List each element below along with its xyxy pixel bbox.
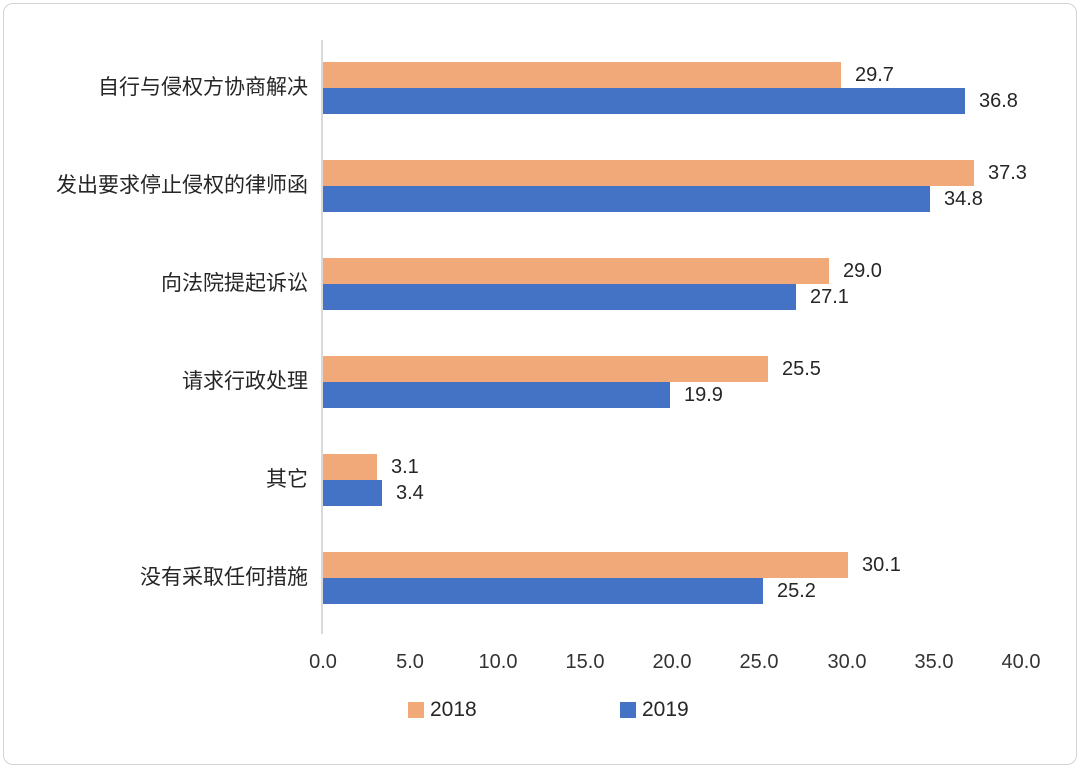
x-axis-tick-label: 35.0 [914, 651, 954, 673]
value-label-2018: 37.3 [988, 162, 1027, 184]
category-label: 自行与侵权方协商解决 [98, 76, 308, 99]
bar-2019 [323, 382, 670, 408]
category-label: 没有采取任何措施 [140, 566, 308, 589]
legend-item-2019: 2019 [620, 697, 689, 723]
bar-2019 [323, 88, 965, 114]
bar-2019 [323, 578, 763, 604]
x-axis-tick-label: 10.0 [478, 651, 518, 673]
legend-label-2019: 2019 [642, 698, 689, 721]
bar-2018 [323, 454, 377, 480]
value-label-2018: 3.1 [391, 456, 419, 478]
category-label: 发出要求停止侵权的律师函 [56, 174, 308, 197]
value-label-2019: 3.4 [396, 482, 424, 504]
legend-item-2018: 2018 [408, 697, 477, 723]
bar-2019 [323, 480, 382, 506]
bar-2018 [323, 160, 974, 186]
bar-2018 [323, 356, 768, 382]
value-label-2018: 30.1 [862, 554, 901, 576]
x-axis-tick-label: 0.0 [309, 651, 337, 673]
value-label-2018: 29.7 [855, 64, 894, 86]
value-label-2018: 29.0 [843, 260, 882, 282]
bar-2018 [323, 62, 841, 88]
x-axis-tick-label: 30.0 [827, 651, 867, 673]
value-label-2019: 19.9 [684, 384, 723, 406]
bar-2018 [323, 258, 829, 284]
legend-swatch-2018 [408, 702, 424, 718]
x-axis-tick-label: 25.0 [739, 651, 779, 673]
bar-2019 [323, 284, 796, 310]
legend-swatch-2019 [620, 702, 636, 718]
x-axis-tick-label: 40.0 [1001, 651, 1041, 673]
value-label-2019: 27.1 [810, 286, 849, 308]
value-label-2019: 25.2 [777, 580, 816, 602]
x-axis-tick-label: 20.0 [652, 651, 692, 673]
value-label-2019: 36.8 [979, 90, 1018, 112]
category-label: 向法院提起诉讼 [161, 272, 308, 295]
y-axis-line [321, 40, 323, 634]
category-label: 请求行政处理 [182, 370, 308, 393]
value-label-2019: 34.8 [944, 188, 983, 210]
category-label: 其它 [266, 468, 308, 491]
bar-2018 [323, 552, 848, 578]
x-axis-tick-label: 15.0 [565, 651, 605, 673]
legend-label-2018: 2018 [430, 698, 477, 721]
value-label-2018: 25.5 [782, 358, 821, 380]
bar-2019 [323, 186, 930, 212]
x-axis-tick-label: 5.0 [396, 651, 424, 673]
